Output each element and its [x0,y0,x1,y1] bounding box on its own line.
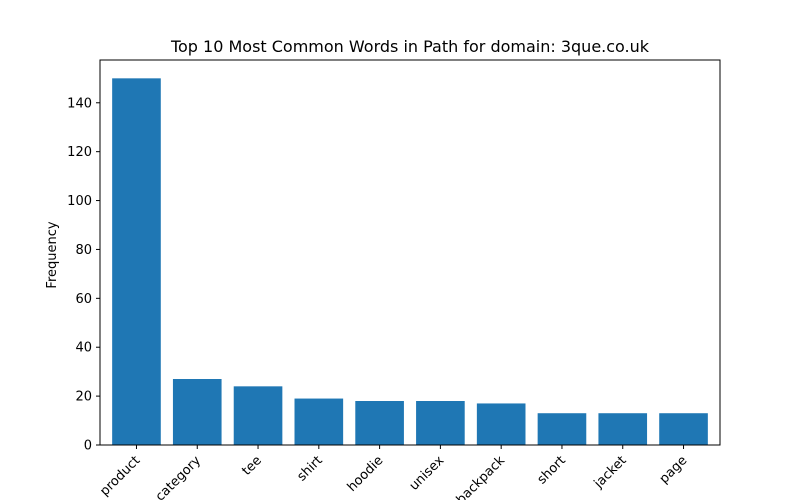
bar-short [537,413,587,445]
y-tick-label: 100 [67,194,92,209]
y-tick-label: 80 [75,243,92,258]
bar-hoodie [355,401,404,445]
x-tick-label-product: product [97,453,143,499]
bar-shirt [294,398,344,445]
x-axis: product category tee shirt hoodie unisex backp… [97,445,690,500]
bar-category [172,379,222,445]
bars-group [112,78,708,445]
x-tick-label-short: short [535,453,569,487]
bar-product [112,78,161,445]
y-tick-label: 0 [84,439,92,454]
y-axis: 0 20 40 60 80 100 120 140 [67,96,100,454]
y-tick-label: 40 [75,341,92,356]
x-tick-label-hoodie: hoodie [345,453,387,495]
x-tick-label-jacket: jacket [591,453,630,492]
x-tick-label-backpack: backpack [454,453,509,500]
x-tick-label-unisex: unisex [407,453,448,494]
bar-unisex [416,401,465,445]
bar-page [659,413,708,445]
bar-tee [233,386,283,445]
y-tick-label: 60 [75,292,92,307]
x-tick-label-category: category [153,453,204,500]
x-tick-label-page: page [657,453,691,487]
bar-jacket [598,413,648,445]
chart-title: Top 10 Most Common Words in Path for dom… [170,37,650,56]
bar-backpack [476,403,526,445]
y-tick-label: 120 [67,145,92,160]
y-tick-label: 20 [75,390,92,405]
y-tick-label: 140 [67,96,92,111]
y-axis-label: Frequency [45,221,60,288]
plot-frame [99,59,721,446]
x-tick-label-tee: tee [239,453,265,479]
x-tick-label-shirt: shirt [294,453,325,484]
